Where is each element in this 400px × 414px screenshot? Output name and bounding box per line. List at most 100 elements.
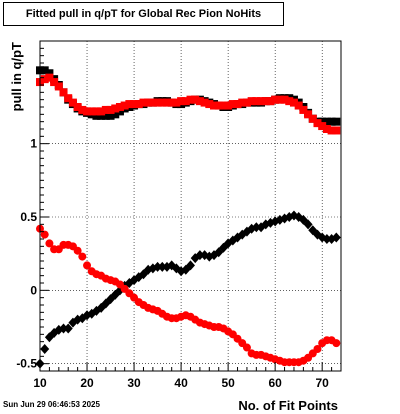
- square-marker: [261, 97, 270, 106]
- diamond-marker: [40, 344, 50, 354]
- square-marker: [92, 111, 101, 120]
- x-tick-label: 50: [221, 376, 235, 390]
- square-marker: [111, 110, 120, 119]
- diamond-marker: [331, 232, 341, 243]
- x-tick-label: 30: [127, 376, 141, 390]
- square-marker: [195, 97, 204, 106]
- square-marker: [332, 126, 341, 135]
- circle-marker: [73, 246, 82, 255]
- square-marker: [247, 97, 256, 106]
- square-marker: [158, 98, 167, 107]
- square-marker: [83, 107, 92, 116]
- square-marker: [191, 95, 200, 104]
- diamond-marker: [195, 250, 205, 261]
- square-marker: [97, 111, 106, 120]
- plot-frame: [39, 40, 342, 372]
- plot-markers: [35, 66, 341, 369]
- square-marker: [275, 95, 284, 104]
- square-marker: [252, 97, 261, 106]
- circle-marker: [313, 345, 322, 353]
- square-marker: [115, 103, 124, 111]
- square-marker: [181, 97, 190, 106]
- square-marker: [120, 101, 129, 110]
- square-marker: [73, 103, 82, 111]
- square-marker: [219, 101, 228, 110]
- y-tick-label: 1: [30, 137, 37, 151]
- circle-marker: [242, 343, 251, 352]
- square-marker: [172, 98, 181, 107]
- square-marker: [280, 95, 289, 104]
- square-marker: [294, 101, 303, 110]
- axes: 10 20 30 40 50 60 70 -0.5 0 0.5 1: [16, 47, 342, 390]
- square-marker: [97, 107, 106, 116]
- diamond-marker: [186, 260, 195, 271]
- square-marker: [271, 95, 280, 104]
- x-tick-label: 40: [174, 376, 188, 390]
- x-tick-label: 20: [80, 376, 94, 390]
- square-marker: [111, 104, 120, 113]
- circle-marker: [45, 239, 54, 248]
- square-marker: [144, 98, 153, 107]
- square-marker: [78, 105, 87, 114]
- square-marker: [266, 97, 275, 106]
- x-tick-label: 60: [268, 376, 282, 390]
- diamond-marker: [157, 261, 167, 272]
- x-axis-label: No. of Fit Points: [238, 398, 338, 413]
- circle-marker: [40, 230, 49, 239]
- square-marker: [313, 119, 322, 128]
- y-tick-label: 0: [30, 283, 37, 297]
- circle-marker: [332, 339, 341, 348]
- square-marker: [87, 107, 96, 116]
- square-marker: [139, 98, 148, 107]
- diamond-marker: [303, 219, 313, 230]
- square-marker: [125, 100, 134, 109]
- square-marker: [50, 78, 59, 87]
- square-marker: [299, 105, 308, 114]
- square-marker: [228, 100, 237, 109]
- square-marker: [40, 75, 49, 84]
- square-marker: [322, 125, 331, 133]
- x-tick-label: 10: [33, 376, 47, 390]
- square-marker: [54, 82, 63, 91]
- square-marker: [106, 105, 115, 114]
- square-marker: [304, 110, 313, 119]
- diamond-marker: [251, 222, 261, 233]
- grid-lines: [40, 41, 341, 371]
- square-marker: [40, 66, 49, 75]
- square-marker: [318, 117, 327, 126]
- square-marker: [101, 105, 110, 114]
- square-marker: [68, 98, 77, 107]
- date-stamp: Sun Jun 29 06:46:53 2025: [3, 400, 100, 409]
- y-tick-label: -0.5: [16, 357, 37, 371]
- square-marker: [257, 97, 266, 106]
- square-marker: [289, 98, 298, 107]
- square-marker: [238, 98, 247, 107]
- square-marker: [210, 101, 219, 110]
- square-marker: [224, 101, 233, 110]
- diamond-marker: [190, 253, 200, 264]
- square-marker: [242, 98, 251, 107]
- square-marker: [130, 100, 139, 109]
- diamond-marker: [322, 234, 332, 244]
- square-marker: [308, 114, 317, 123]
- square-marker: [153, 98, 162, 107]
- square-marker: [200, 98, 209, 107]
- square-marker: [285, 97, 294, 106]
- square-marker: [332, 117, 341, 126]
- circle-marker: [83, 261, 92, 270]
- square-marker: [115, 107, 124, 116]
- diamond-marker: [63, 323, 73, 334]
- square-marker: [134, 100, 143, 109]
- square-marker: [64, 94, 73, 103]
- circle-marker: [78, 252, 87, 261]
- chart-title: Fitted pull in q/pT for Global Rec Pion …: [3, 2, 284, 26]
- square-marker: [101, 111, 110, 120]
- square-marker: [45, 69, 54, 78]
- square-marker: [186, 95, 195, 104]
- square-marker: [327, 117, 336, 126]
- square-marker: [106, 111, 115, 120]
- y-axis-label: pull in q/pT: [9, 42, 24, 111]
- square-marker: [327, 126, 336, 135]
- square-marker: [167, 98, 176, 107]
